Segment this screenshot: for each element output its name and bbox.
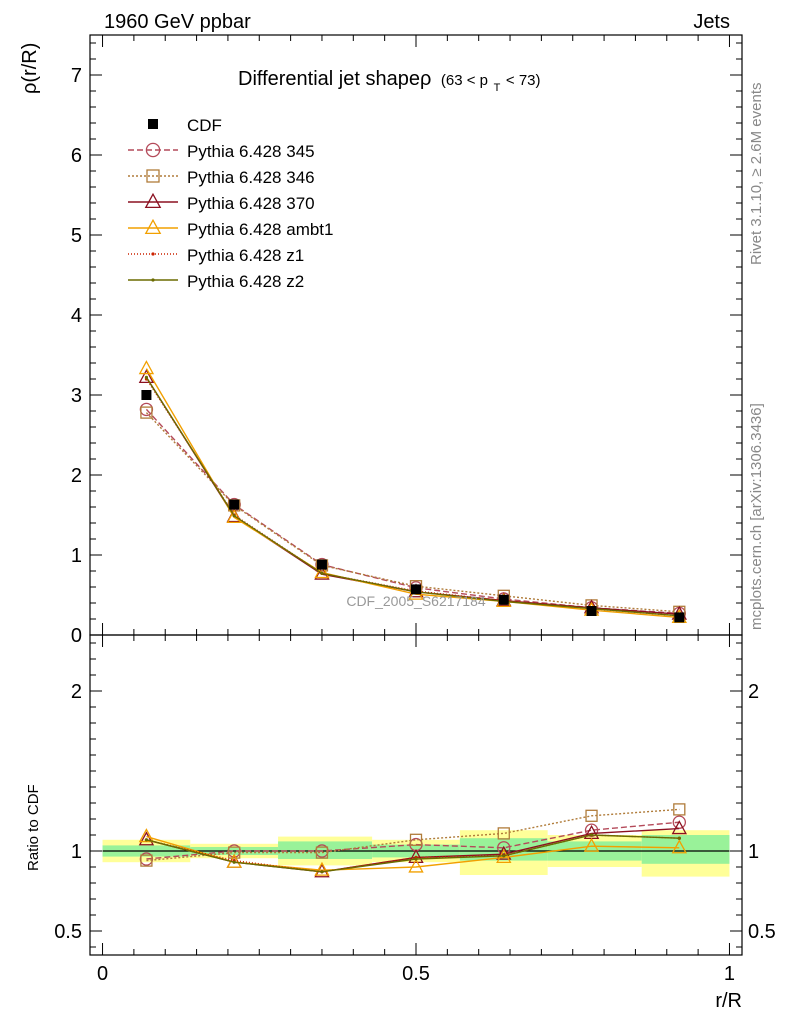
ratio-point-5 (320, 870, 324, 874)
series-point-2 (138, 368, 155, 384)
ratio-frame (89, 634, 743, 956)
ratio-point-3 (583, 837, 600, 852)
legend-marker-3 (144, 218, 162, 235)
ratio-point-0 (672, 815, 687, 829)
data-point (411, 584, 421, 595)
ratio-point-1 (315, 846, 329, 859)
ratio-point-3 (138, 828, 155, 843)
plot-title-cut-sub: T (494, 82, 501, 94)
y-tick-label-right: 2 (748, 681, 759, 703)
ratio-point-1 (673, 803, 686, 816)
ratio-line-1 (146, 808, 680, 862)
legend-label-data: CDF (187, 116, 222, 135)
x-tick-label: 1 (724, 963, 735, 985)
ratio-point-3 (408, 858, 424, 873)
ratio-point-5 (677, 836, 681, 840)
legend-marker-0 (145, 142, 161, 158)
legend-marker-4 (151, 252, 155, 256)
ratio-point-2 (408, 848, 424, 863)
legend-label-2: Pythia 6.428 370 (187, 194, 315, 213)
ratio-point-1 (409, 833, 423, 846)
ratio-point-1 (585, 809, 598, 822)
series-point-3 (138, 360, 155, 375)
ratio-point-2 (138, 831, 155, 846)
legend-label-0: Pythia 6.428 345 (187, 142, 315, 161)
main-panel: 0 1 2 3 4 5 6 7 (71, 34, 743, 647)
legend: CDF Pythia 6.428 345 Pythia 6.428 346 Pythi… (128, 116, 333, 291)
x-axis-label: r/R (715, 990, 742, 1012)
data-point (141, 390, 152, 400)
x-tick-label: 0.5 (402, 963, 430, 985)
data-point (229, 499, 240, 510)
y-axis-label-ratio: Ratio to CDF (25, 784, 42, 871)
ratio-panel: 0 0.5 1 0.5 0.5 1 1 2 2 (54, 634, 776, 985)
legend-marker-2 (144, 192, 162, 209)
legend-label-1: Pythia 6.428 346 (187, 168, 315, 187)
ratio-point-2 (671, 820, 688, 835)
ratio-point-5 (144, 838, 149, 842)
uncertainty-band-inner (278, 841, 373, 859)
data-point (674, 612, 685, 623)
legend-label-4: Pythia 6.428 z1 (187, 246, 304, 265)
y-tick-label: 7 (71, 65, 82, 87)
watermark: CDF_2005_S6217184 (346, 593, 486, 609)
series-point-5 (320, 571, 324, 576)
y-tick-label: 3 (71, 385, 82, 407)
legend-label-5: Pythia 6.428 z2 (187, 272, 304, 291)
plot-title-cut-end: < 73) (506, 72, 541, 89)
y-tick-label: 5 (71, 225, 82, 247)
series-point-3 (226, 508, 242, 523)
ratio-point-1 (497, 827, 510, 840)
ratio-point-1 (140, 854, 153, 867)
series-point-5 (232, 514, 236, 518)
y-axis-label-main: ρ(r/R) (19, 43, 41, 94)
y-tick-label: 1 (71, 841, 82, 863)
data-point (498, 594, 509, 605)
ratio-line-0 (146, 821, 680, 860)
legend-marker-5 (151, 278, 155, 282)
data-point (316, 559, 327, 570)
y-tick-label-right: 0.5 (748, 921, 776, 943)
y-tick-label: 4 (71, 305, 82, 327)
legend-marker-1 (146, 169, 160, 183)
header-right: Jets (693, 11, 730, 33)
legend-marker-data (148, 119, 158, 129)
plot-title-cut: (63 < p (441, 72, 488, 89)
ratio-point-3 (671, 839, 688, 854)
y-tick-label: 2 (71, 681, 82, 703)
legend-label-3: Pythia 6.428 ambt1 (187, 220, 333, 239)
ratio-point-5 (414, 857, 418, 861)
series-point-1 (140, 406, 153, 419)
y-tick-label: 0.5 (54, 921, 82, 943)
x-tick-label: 0 (97, 963, 108, 985)
plot-title: Differential jet shapeρ (63 < p T < 73) (238, 68, 541, 96)
y-tick-label: 1 (71, 545, 82, 567)
y-tick-label-right: 1 (748, 841, 759, 863)
ratio-point-2 (496, 845, 512, 860)
y-tick-label: 0 (71, 625, 82, 647)
side-label-top: Rivet 3.1.10, ≥ 2.6M events (748, 83, 765, 266)
data-point (586, 606, 597, 616)
y-tick-label: 6 (71, 145, 82, 167)
ratio-point-3 (314, 861, 330, 876)
y-tick-label: 2 (71, 465, 82, 487)
uncertainty-band-inner (641, 835, 730, 864)
ratio-point-5 (589, 833, 594, 837)
ratio-point-1 (228, 846, 241, 859)
header-left: 1960 GeV ppbar (104, 11, 251, 33)
ratio-point-5 (232, 860, 236, 864)
ratio-point-5 (502, 854, 506, 858)
plot-title-main: Differential jet shapeρ (238, 68, 431, 90)
series-point-5 (144, 375, 149, 379)
side-label-bottom: mcplots.cern.ch [arXiv:1306.3436] (748, 403, 765, 630)
